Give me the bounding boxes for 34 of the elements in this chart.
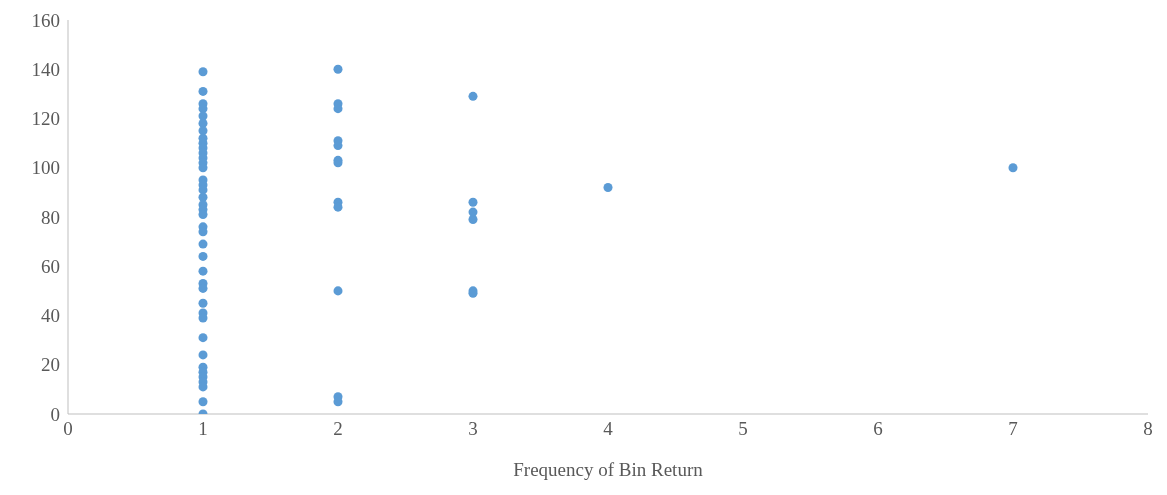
y-tick-label: 60 xyxy=(41,255,60,277)
point xyxy=(198,350,208,360)
point xyxy=(333,64,343,74)
x-tick-label: 2 xyxy=(333,418,343,440)
point xyxy=(603,182,613,192)
x-axis-title: Frequency of Bin Return xyxy=(513,459,704,480)
y-tick-label: 160 xyxy=(31,9,60,31)
point xyxy=(198,210,208,220)
point xyxy=(198,266,208,276)
point xyxy=(1008,163,1018,173)
x-tick-label: 6 xyxy=(873,418,883,440)
point xyxy=(198,333,208,343)
y-tick-label: 40 xyxy=(41,305,60,327)
point xyxy=(468,91,478,101)
x-tick-label: 8 xyxy=(1143,418,1153,440)
y-tick-label: 120 xyxy=(31,108,60,130)
point xyxy=(198,86,208,96)
y-tick-label: 140 xyxy=(31,59,60,80)
y-tick-label: 20 xyxy=(41,354,60,376)
y-tick-label: 100 xyxy=(31,157,60,179)
point xyxy=(198,397,208,407)
x-tick-label: 4 xyxy=(603,418,614,440)
point xyxy=(468,197,478,207)
point xyxy=(198,239,208,249)
point xyxy=(198,298,208,308)
x-tick-label: 7 xyxy=(1008,418,1018,440)
y-tick-label: 0 xyxy=(50,403,60,425)
point xyxy=(198,67,208,77)
x-tick-label: 3 xyxy=(468,418,478,440)
x-tick-label: 1 xyxy=(198,418,208,440)
point xyxy=(333,286,343,296)
point xyxy=(198,251,208,261)
x-tick-label: 5 xyxy=(738,418,748,440)
y-tick-label: 80 xyxy=(41,206,60,228)
